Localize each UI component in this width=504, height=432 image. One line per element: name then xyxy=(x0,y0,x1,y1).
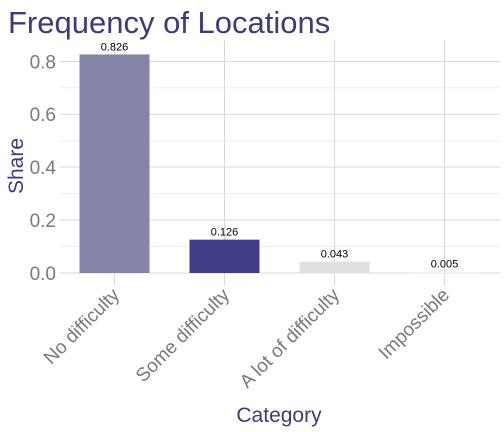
bar xyxy=(189,239,260,273)
x-tick-label: Impossible xyxy=(375,285,454,364)
data-label: 0.005 xyxy=(431,259,459,271)
x-axis-title: Category xyxy=(236,404,322,427)
x-tick-label: Some difficulty xyxy=(132,284,234,386)
x-tick-label: No difficulty xyxy=(40,284,124,368)
data-label: 0.126 xyxy=(211,227,239,239)
bar xyxy=(79,54,150,273)
y-axis-ticks: 0.0 0.2 0.4 0.6 0.8 xyxy=(30,52,57,285)
x-axis-ticks: No difficulty Some difficulty A lot of dif… xyxy=(40,284,454,392)
y-tick-label: 0.2 xyxy=(30,211,56,232)
bar xyxy=(409,271,480,273)
data-label: 0.826 xyxy=(101,41,129,53)
y-tick-label: 0.0 xyxy=(30,264,56,285)
data-labels: 0.826 0.126 0.043 0.005 xyxy=(101,41,459,270)
data-label: 0.043 xyxy=(321,249,349,261)
bar xyxy=(299,261,370,273)
y-tick-label: 0.4 xyxy=(30,158,57,179)
bars xyxy=(79,54,480,273)
x-tick-label: A lot of difficulty xyxy=(236,284,344,392)
y-tick-label: 0.6 xyxy=(30,105,56,126)
y-axis-title: Share xyxy=(5,138,28,194)
y-tick-label: 0.8 xyxy=(30,52,56,73)
chart-title: Frequency of Locations xyxy=(8,5,330,40)
